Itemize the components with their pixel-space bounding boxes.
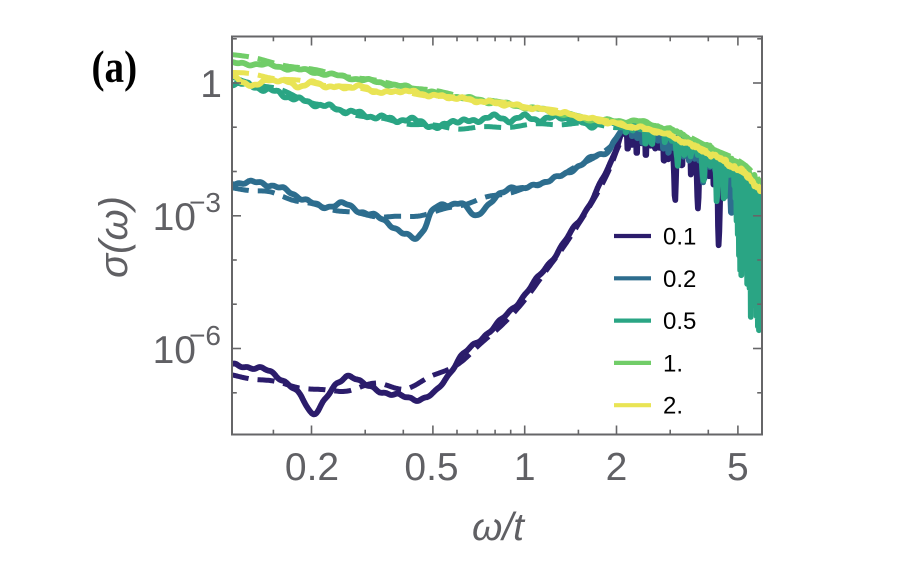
svg-text:−3: −3 bbox=[189, 187, 221, 218]
svg-text:σ(ω): σ(ω) bbox=[92, 196, 136, 278]
svg-text:1: 1 bbox=[200, 63, 222, 106]
svg-text:2.: 2. bbox=[663, 393, 683, 420]
svg-text:0.5: 0.5 bbox=[404, 446, 458, 489]
svg-text:−6: −6 bbox=[189, 320, 221, 351]
svg-text:ω/t: ω/t bbox=[472, 506, 526, 549]
svg-text:0.2: 0.2 bbox=[285, 446, 339, 489]
svg-text:(a): (a) bbox=[92, 42, 138, 92]
svg-text:10: 10 bbox=[153, 329, 196, 372]
svg-text:2: 2 bbox=[606, 446, 628, 489]
svg-text:1.: 1. bbox=[663, 350, 683, 377]
svg-text:10: 10 bbox=[153, 196, 196, 239]
svg-text:0.1: 0.1 bbox=[663, 224, 696, 251]
svg-text:5: 5 bbox=[727, 446, 749, 489]
svg-text:0.2: 0.2 bbox=[663, 266, 696, 293]
svg-text:0.5: 0.5 bbox=[663, 308, 696, 335]
svg-text:1: 1 bbox=[514, 446, 536, 489]
